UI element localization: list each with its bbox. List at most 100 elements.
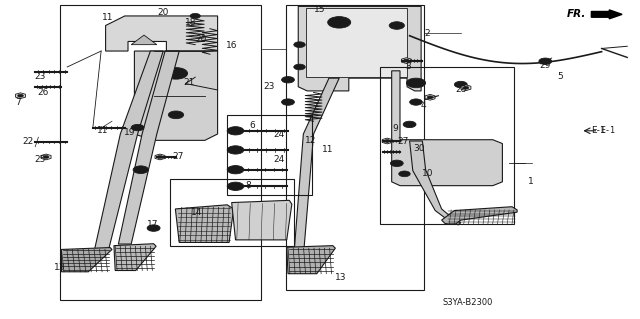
Bar bbox=[60, 5, 261, 300]
Circle shape bbox=[157, 156, 163, 159]
Text: 10: 10 bbox=[422, 169, 433, 178]
Circle shape bbox=[541, 59, 548, 63]
Circle shape bbox=[403, 121, 416, 128]
Text: 27: 27 bbox=[172, 152, 184, 161]
Polygon shape bbox=[294, 78, 339, 249]
Polygon shape bbox=[232, 200, 292, 240]
Circle shape bbox=[406, 78, 426, 88]
Polygon shape bbox=[15, 93, 26, 99]
Circle shape bbox=[294, 42, 305, 48]
Circle shape bbox=[227, 182, 244, 190]
Polygon shape bbox=[382, 138, 392, 144]
Polygon shape bbox=[401, 58, 412, 63]
Text: 9: 9 bbox=[393, 124, 398, 133]
Circle shape bbox=[43, 156, 49, 159]
Polygon shape bbox=[306, 8, 407, 77]
Polygon shape bbox=[114, 244, 156, 271]
Text: FR.: FR. bbox=[567, 9, 586, 19]
Text: 8: 8 bbox=[246, 181, 251, 189]
Text: E-1: E-1 bbox=[600, 126, 615, 135]
Circle shape bbox=[168, 111, 184, 119]
Text: 13: 13 bbox=[335, 273, 347, 282]
Text: 27: 27 bbox=[397, 137, 409, 146]
Circle shape bbox=[389, 22, 404, 29]
Circle shape bbox=[399, 171, 410, 177]
Circle shape bbox=[131, 124, 144, 131]
Polygon shape bbox=[287, 246, 335, 274]
Text: 25: 25 bbox=[34, 155, 45, 164]
Circle shape bbox=[227, 146, 244, 154]
Text: 7: 7 bbox=[15, 98, 20, 107]
Circle shape bbox=[133, 166, 148, 174]
Text: S3YA-B2300: S3YA-B2300 bbox=[442, 298, 492, 307]
Circle shape bbox=[328, 17, 351, 28]
Text: 14: 14 bbox=[191, 208, 202, 217]
Circle shape bbox=[164, 68, 188, 79]
Bar bbox=[170, 179, 294, 246]
Text: 24: 24 bbox=[273, 155, 285, 164]
Circle shape bbox=[134, 126, 141, 130]
Polygon shape bbox=[461, 85, 471, 91]
Polygon shape bbox=[131, 35, 157, 45]
Circle shape bbox=[410, 99, 422, 105]
Polygon shape bbox=[155, 154, 165, 160]
Circle shape bbox=[147, 225, 160, 231]
Circle shape bbox=[18, 94, 23, 97]
Polygon shape bbox=[106, 16, 218, 51]
Text: 28: 28 bbox=[455, 85, 467, 94]
Text: 11: 11 bbox=[322, 145, 333, 154]
Polygon shape bbox=[410, 141, 461, 225]
Polygon shape bbox=[298, 6, 421, 91]
Text: 17: 17 bbox=[147, 220, 158, 229]
Circle shape bbox=[171, 71, 181, 76]
Text: 24: 24 bbox=[273, 130, 285, 139]
Circle shape bbox=[454, 81, 467, 88]
Text: 22: 22 bbox=[22, 137, 33, 146]
Circle shape bbox=[227, 166, 244, 174]
Circle shape bbox=[227, 127, 244, 135]
Text: 3: 3 bbox=[405, 63, 410, 71]
Text: 20: 20 bbox=[195, 35, 207, 44]
Text: 11: 11 bbox=[97, 126, 108, 135]
Text: 20: 20 bbox=[157, 8, 169, 17]
Polygon shape bbox=[175, 205, 234, 242]
Bar bbox=[227, 115, 312, 195]
FancyArrow shape bbox=[591, 10, 622, 19]
Text: 2: 2 bbox=[424, 29, 429, 38]
Polygon shape bbox=[425, 94, 435, 100]
Text: 23: 23 bbox=[263, 82, 275, 91]
Text: 23: 23 bbox=[35, 72, 46, 81]
Circle shape bbox=[282, 99, 294, 105]
Polygon shape bbox=[442, 207, 517, 224]
Text: 12: 12 bbox=[305, 137, 316, 145]
Text: 6: 6 bbox=[250, 121, 255, 130]
Text: 1: 1 bbox=[529, 177, 534, 186]
Circle shape bbox=[404, 59, 410, 62]
Text: 19: 19 bbox=[124, 128, 135, 137]
Circle shape bbox=[539, 58, 552, 64]
Polygon shape bbox=[392, 71, 502, 186]
Circle shape bbox=[190, 13, 200, 19]
Text: 13: 13 bbox=[54, 263, 65, 272]
Text: 18: 18 bbox=[185, 18, 196, 27]
Circle shape bbox=[457, 83, 464, 86]
Polygon shape bbox=[95, 51, 163, 249]
Text: 29: 29 bbox=[540, 61, 551, 70]
Polygon shape bbox=[134, 51, 218, 140]
Text: 16: 16 bbox=[226, 41, 237, 50]
Text: 26: 26 bbox=[37, 88, 49, 97]
Polygon shape bbox=[61, 248, 112, 272]
Text: 4: 4 bbox=[421, 101, 426, 110]
Circle shape bbox=[406, 122, 413, 126]
Polygon shape bbox=[118, 51, 179, 244]
Text: 5: 5 bbox=[557, 72, 563, 81]
Circle shape bbox=[384, 140, 390, 142]
Circle shape bbox=[428, 96, 433, 99]
Bar bbox=[286, 5, 424, 290]
Polygon shape bbox=[41, 154, 51, 160]
Text: 30: 30 bbox=[413, 144, 425, 153]
Text: 21: 21 bbox=[184, 78, 195, 87]
Circle shape bbox=[463, 86, 468, 89]
Text: E-1: E-1 bbox=[591, 126, 605, 135]
Text: 11: 11 bbox=[102, 13, 113, 22]
